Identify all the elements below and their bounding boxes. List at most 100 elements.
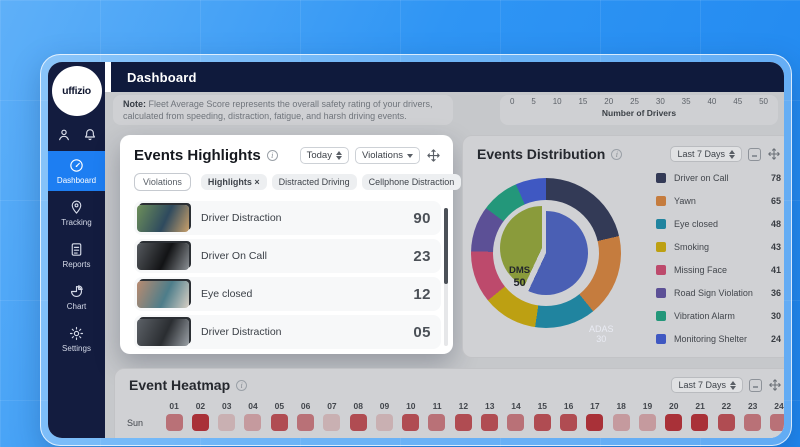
legend-item[interactable]: Eye closed 48 [656,212,781,235]
sidebar-item-dashboard[interactable]: Dashboard [48,151,105,191]
sidebar-item-reports[interactable]: Reports [48,235,105,275]
sidebar-item-tracking[interactable]: Tracking [48,193,105,233]
event-row[interactable]: Driver On Call 23 [134,239,441,273]
sidebar-top-icons [56,127,98,143]
heatmap-cell[interactable] [191,414,209,431]
info-icon[interactable]: i [611,148,623,160]
heatmap-cell-slot [398,414,424,431]
legend-item[interactable]: Monitoring Shelter 24 [656,327,781,350]
heatmap-column-label: 01 [169,401,179,411]
gear-icon [68,325,85,342]
legend-item[interactable]: Road Sign Violation 36 [656,281,781,304]
event-row[interactable]: Driver Distraction 05 [134,315,441,349]
legend-swatch [656,264,666,275]
legend-item[interactable]: Smoking 43 [656,235,781,258]
updown-arrows-icon [335,151,342,160]
heatmap-cell[interactable] [638,414,656,431]
sidebar-item-settings[interactable]: Settings [48,319,105,359]
heatmap-cell[interactable] [586,414,604,431]
uffizio-logo: uffizio [51,66,102,116]
heatmap-cell[interactable] [218,414,236,431]
heatmap-cell-slot [424,414,450,431]
heatmap-column-label: 21 [695,401,705,411]
chip-distracted-driving[interactable]: Distracted Driving [271,174,357,190]
heatmap-column-label: 22 [721,401,732,411]
legend-value: 41 [770,264,781,275]
heatmap-cell[interactable] [323,414,341,431]
move-icon[interactable] [767,147,781,161]
violations-filter-chip[interactable]: Violations [134,173,191,191]
heatmap-cell[interactable] [402,414,420,431]
heatmap-cell-slot [450,414,476,431]
event-thumbnail [137,204,189,232]
legend-value: 65 [770,195,781,206]
range-select[interactable]: Last 7 Days [671,377,743,393]
heatmap-cell[interactable] [244,414,262,431]
export-icon[interactable] [749,378,762,392]
heatmap-cell[interactable] [691,414,709,431]
heatmap-cell[interactable] [612,414,630,431]
info-icon[interactable]: i [236,379,248,391]
event-thumbnail [137,242,189,270]
scrollbar-thumb[interactable] [444,208,448,284]
user-icon[interactable] [56,127,72,143]
move-icon[interactable] [426,148,441,163]
heatmap-column-label: 03 [222,401,232,411]
heatmap-column-label: 04 [248,401,258,411]
heatmap-cell[interactable] [297,414,314,431]
heatmap-cell-slot [476,414,502,431]
heatmap-cell[interactable] [717,414,735,431]
heatmap-cell[interactable] [375,414,393,431]
legend-item[interactable]: Driver on Call 78 [656,166,781,189]
legend-swatch [656,218,666,229]
legend-item[interactable]: Vibration Alarm 30 [656,304,781,327]
heatmap-column-label: 17 [590,401,600,411]
event-count: 12 [413,285,431,303]
axis-tick: 20 [604,97,614,106]
heatmap-cell[interactable] [428,414,446,431]
heatmap-cell[interactable] [559,414,577,431]
event-row[interactable]: Driver Distraction 90 [134,201,441,235]
heatmap-cell[interactable] [770,414,784,431]
sidebar-item-label: Chart [66,302,87,311]
events-highlights-card: Events Highlights i Today Violations [120,135,566,354]
legend-item[interactable]: Missing Face 41 [656,258,781,281]
info-icon[interactable]: i [266,150,278,161]
heatmap-column-label: 08 [353,401,363,411]
pie-slice-dms[interactable] [500,206,584,290]
period-select[interactable]: Today [299,147,349,164]
heatmap-cell[interactable] [533,414,551,431]
page-header: Dashboard [111,62,784,92]
chip-cellphone-distraction[interactable]: Cellphone Distraction [361,174,462,190]
events-distribution-card: Events Distribution i Last 7 Days [462,135,784,358]
legend-item[interactable]: Yawn 65 [656,189,781,212]
legend-swatch [656,287,666,298]
heatmap-cell[interactable] [481,414,499,431]
heatmap-cell[interactable] [507,414,525,431]
events-highlights-title: Events Highlights [134,147,261,164]
legend-label: Road Sign Violation [674,287,753,298]
heatmap-cell[interactable] [349,414,367,431]
heatmap-cell[interactable] [665,414,683,431]
axis-tick: 15 [578,97,588,106]
sidebar-item-chart[interactable]: Chart [48,277,105,317]
event-row[interactable]: Eye closed 12 [134,277,441,311]
type-select[interactable]: Violations [354,147,420,164]
heatmap-cell[interactable] [744,414,762,431]
range-select[interactable]: Last 7 Days [670,146,742,162]
heatmap-cell[interactable] [270,414,288,431]
export-icon[interactable] [748,147,761,161]
heatmap-column-label: 05 [274,401,285,411]
bell-icon[interactable] [82,127,98,143]
heatmap-column-label: 23 [747,401,758,411]
heatmap-row-label: Sun [127,417,144,428]
move-icon[interactable] [768,378,782,392]
heatmap-cell[interactable] [165,414,183,431]
filter-chips-row: Violations Highlights × Distracted Drivi… [120,173,566,191]
chip-highlights[interactable]: Highlights × [200,174,267,190]
legend-value: 24 [770,333,781,344]
events-distribution-title: Events Distribution [477,146,606,162]
heatmap-cell[interactable] [454,414,472,431]
legend-label: Eye closed [674,218,719,229]
speedometer-icon [68,157,85,174]
